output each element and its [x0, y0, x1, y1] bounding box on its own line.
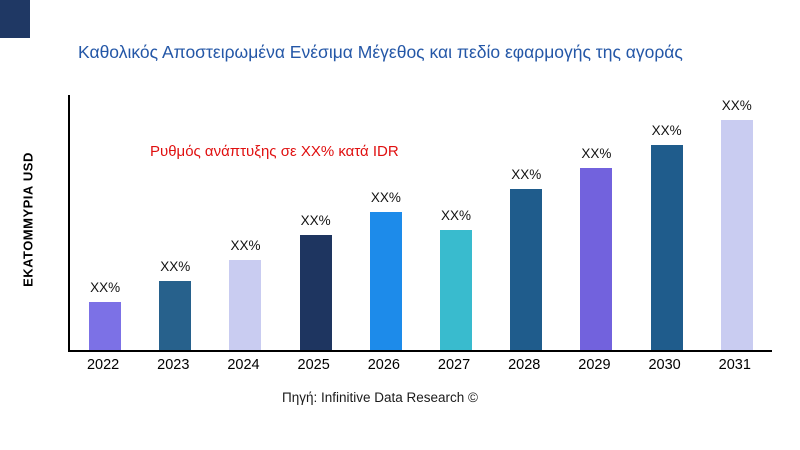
x-tick-2023: 2023: [157, 357, 190, 373]
x-tick-2025: 2025: [297, 357, 330, 373]
y-axis-label: ΕΚΑΤΟΜΜΥΡΙΑ USD: [20, 152, 36, 287]
bar-value-label: XX%: [581, 146, 612, 161]
bar: [720, 120, 753, 350]
bar-value-label: XX%: [90, 280, 121, 295]
x-tick-2024: 2024: [227, 357, 260, 373]
growth-rate-annotation: Ρυθμός ανάπτυξης σε XX% κατά IDR: [150, 143, 399, 160]
bar-value-label: XX%: [511, 167, 542, 182]
bar: [229, 260, 262, 350]
bar-value-label: XX%: [441, 208, 472, 223]
bar-value-label: XX%: [230, 238, 261, 253]
bar-group-2024: XX%: [210, 95, 280, 350]
bar-value-label: XX%: [370, 190, 401, 205]
bar: [580, 168, 613, 350]
x-axis-tick-labels: 2022 2023 2024 2025 2026 2027 2028 2029 2030 2031: [68, 357, 770, 373]
bar-group-2027: XX%: [421, 95, 491, 350]
bar-value-label: XX%: [300, 213, 331, 228]
bar: [369, 212, 402, 350]
plot-area: XX% XX% XX% XX% XX% XX% XX% XX% XX% XX%: [68, 95, 772, 352]
bar: [299, 235, 332, 350]
bar-group-2030: XX%: [632, 95, 702, 350]
bar-value-label: XX%: [721, 98, 752, 113]
x-tick-2028: 2028: [508, 357, 541, 373]
x-tick-2031: 2031: [718, 357, 751, 373]
corner-decoration-block: [0, 0, 30, 38]
bar-group-2031: XX%: [702, 95, 772, 350]
bar-value-label: XX%: [651, 123, 682, 138]
bar: [159, 281, 192, 350]
bar-group-2029: XX%: [561, 95, 631, 350]
bar-group-2022: XX%: [70, 95, 140, 350]
bar-value-label: XX%: [160, 259, 191, 274]
bar: [89, 302, 122, 350]
x-tick-2030: 2030: [648, 357, 681, 373]
bar: [440, 230, 473, 350]
bar: [650, 145, 683, 350]
x-tick-2022: 2022: [86, 357, 120, 373]
x-tick-2027: 2027: [437, 357, 471, 373]
bar-group-2028: XX%: [491, 95, 561, 350]
bar-group-2025: XX%: [281, 95, 351, 350]
chart-title: Καθολικός Αποστειρωμένα Ενέσιμα Μέγεθος …: [78, 42, 683, 62]
bar-group-2023: XX%: [140, 95, 210, 350]
source-attribution: Πηγή: Infinitive Data Research ©: [281, 390, 479, 405]
bar-group-2026: XX%: [351, 95, 421, 350]
bar: [510, 189, 543, 350]
x-tick-2029: 2029: [578, 357, 611, 373]
x-tick-2026: 2026: [367, 357, 400, 373]
